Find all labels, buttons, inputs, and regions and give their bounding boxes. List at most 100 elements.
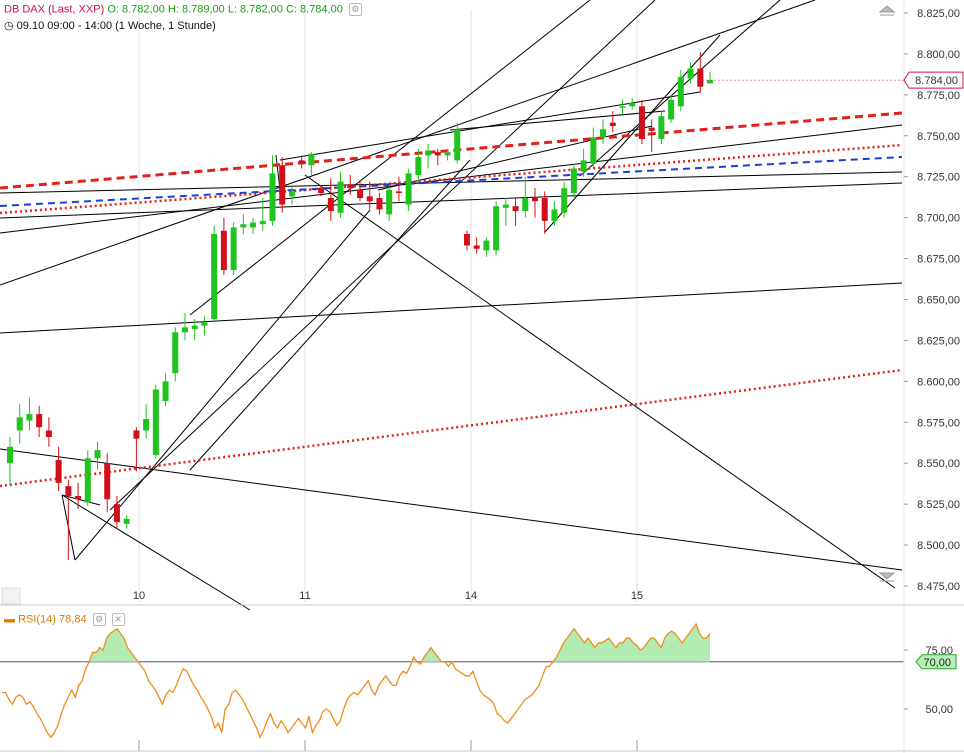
candle-body[interactable] <box>425 150 432 156</box>
candle-body[interactable] <box>483 240 490 251</box>
candle-body[interactable] <box>7 446 13 464</box>
candle-body[interactable] <box>55 459 62 483</box>
symbol-label[interactable]: DB DAX (Last, XXP) <box>4 3 105 16</box>
candle-body[interactable] <box>463 234 470 246</box>
candle-body[interactable] <box>113 504 120 523</box>
candle-body[interactable] <box>240 224 247 228</box>
price-candles[interactable] <box>7 52 713 560</box>
candle-body[interactable] <box>191 325 198 329</box>
candle-body[interactable] <box>609 122 616 126</box>
candle-body[interactable] <box>347 184 354 189</box>
price-tick-label: 8.725,00 <box>917 172 960 184</box>
candle-body[interactable] <box>75 495 82 500</box>
candle-body[interactable] <box>473 245 480 249</box>
candle-body[interactable] <box>493 206 500 251</box>
candle-body[interactable] <box>541 197 548 221</box>
candle-body[interactable] <box>26 414 33 421</box>
candle-body[interactable] <box>415 157 422 176</box>
candle-body[interactable] <box>269 173 276 221</box>
candle-body[interactable] <box>211 234 218 320</box>
candle-body[interactable] <box>522 197 529 212</box>
trendline <box>449 110 666 131</box>
candle-body[interactable] <box>308 153 315 166</box>
rsi-overbought-fill <box>89 624 710 662</box>
candle-body[interactable] <box>123 518 130 524</box>
candle-body[interactable] <box>318 188 325 194</box>
candle-body[interactable] <box>45 430 52 438</box>
price-tick-label: 8.800,00 <box>917 49 960 61</box>
candle-body[interactable] <box>658 116 665 140</box>
candle-body[interactable] <box>502 204 509 208</box>
candle-body[interactable] <box>36 414 43 428</box>
low-value: L: 8.782,00 <box>227 3 283 16</box>
candle-body[interactable] <box>201 322 208 326</box>
candle-body[interactable] <box>638 106 645 140</box>
candle-body[interactable] <box>677 76 684 107</box>
settings-gear-icon[interactable]: ⚙ <box>348 3 362 16</box>
candle-body[interactable] <box>143 419 150 431</box>
trendline <box>304 174 896 589</box>
candle-body[interactable] <box>366 196 373 202</box>
candle-body[interactable] <box>104 463 111 500</box>
candle-body[interactable] <box>648 127 655 131</box>
candle-body[interactable] <box>298 160 305 164</box>
candle-body[interactable] <box>327 197 334 212</box>
candle-body[interactable] <box>444 152 451 156</box>
candle-body[interactable] <box>551 209 558 221</box>
candle-body[interactable] <box>288 191 295 197</box>
candle-body[interactable] <box>590 137 597 164</box>
trendline <box>74 209 371 561</box>
candle-body[interactable] <box>512 206 519 212</box>
candle-body[interactable] <box>16 417 23 431</box>
rsi-name[interactable]: RSI(14) <box>18 613 56 626</box>
candle-body[interactable] <box>259 220 266 225</box>
candle-body[interactable] <box>133 430 140 439</box>
rsi-settings-icon[interactable]: ⚙ <box>92 613 106 626</box>
candle-body[interactable] <box>687 68 694 79</box>
candle-body[interactable] <box>561 188 568 213</box>
candle-body[interactable] <box>532 197 538 202</box>
candle-body[interactable] <box>337 181 344 213</box>
candle-body[interactable] <box>162 381 169 402</box>
candle-body[interactable] <box>182 327 188 333</box>
candle-body[interactable] <box>386 189 393 215</box>
candle-body[interactable] <box>94 450 101 459</box>
candle-body[interactable] <box>279 165 286 205</box>
rsi-legend-line-icon: ▬ <box>4 613 15 626</box>
zoom-reset-button[interactable] <box>1 587 21 605</box>
panel-expand-icon[interactable] <box>878 572 896 582</box>
price-tick-label: 8.500,00 <box>917 540 960 552</box>
candle-body[interactable] <box>152 389 159 456</box>
candle-body[interactable] <box>220 230 227 271</box>
candle-body[interactable] <box>65 486 72 496</box>
candle-body[interactable] <box>357 189 363 198</box>
candle-body[interactable] <box>668 99 675 120</box>
x-tick-label: 14 <box>465 590 477 602</box>
trendline <box>0 182 903 219</box>
candle-body[interactable] <box>570 168 577 194</box>
last-price-tag <box>903 71 964 89</box>
candle-body[interactable] <box>619 106 626 108</box>
candle-body[interactable] <box>230 227 237 271</box>
rsi-header: ▬ RSI(14) 78,84 ⚙ ✕ <box>4 613 125 626</box>
trendline <box>189 0 591 316</box>
candle-body[interactable] <box>395 191 402 194</box>
candle-body[interactable] <box>580 160 587 172</box>
candle-body[interactable] <box>376 197 383 210</box>
candle-body[interactable] <box>250 222 257 228</box>
candle-body[interactable] <box>697 68 704 87</box>
candle-body[interactable] <box>172 332 179 374</box>
candle-body[interactable] <box>454 129 461 161</box>
candle-body[interactable] <box>434 152 441 156</box>
candle-body[interactable] <box>629 103 636 107</box>
price-tick-label: 8.575,00 <box>917 417 960 429</box>
candle-body[interactable] <box>600 129 607 138</box>
rsi-close-icon[interactable]: ✕ <box>111 613 125 626</box>
panel-collapse-icon[interactable] <box>878 5 896 16</box>
candle-body[interactable] <box>707 80 713 84</box>
candle-body[interactable] <box>84 458 91 503</box>
candle-body[interactable] <box>405 173 412 205</box>
price-tick-label: 8.475,00 <box>917 581 960 593</box>
price-tick-label: 8.775,00 <box>917 90 960 102</box>
